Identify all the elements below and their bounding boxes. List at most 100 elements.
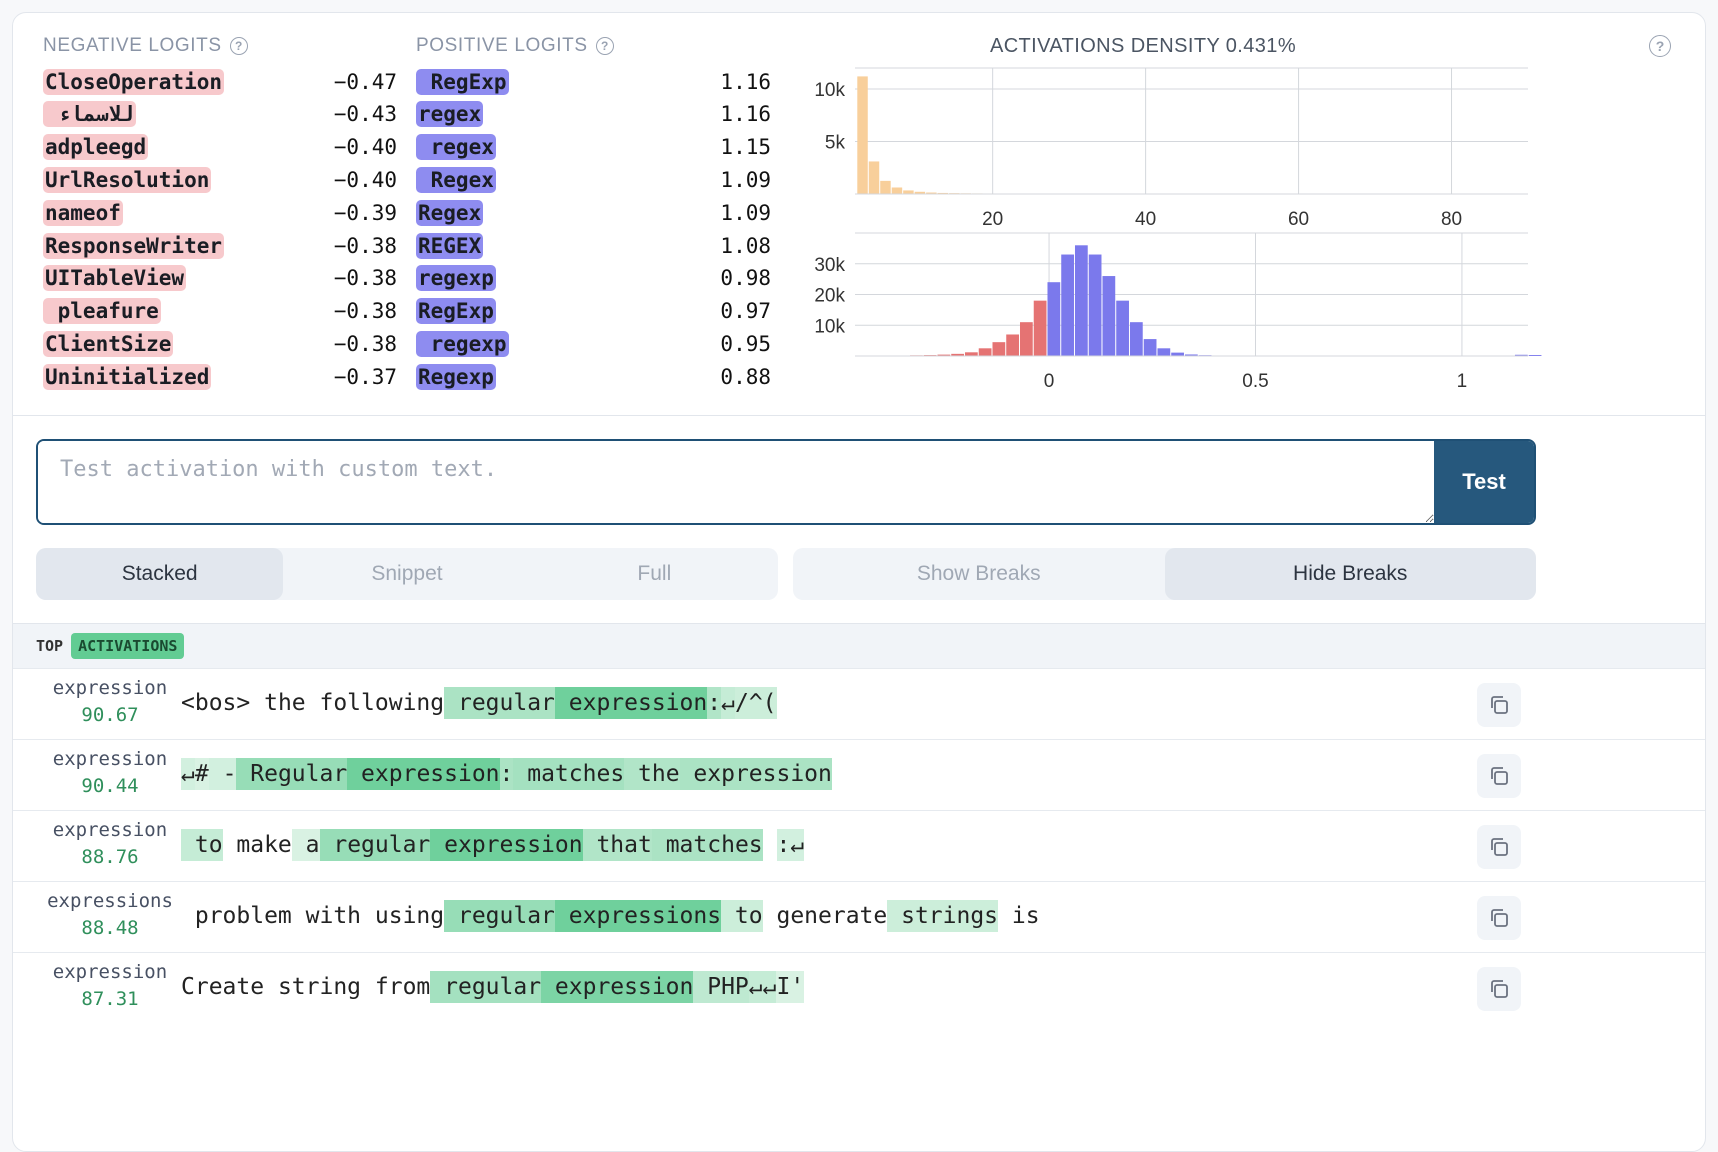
activation-value: 90.44 xyxy=(81,775,139,797)
snippet-token[interactable]: expression xyxy=(541,971,694,1003)
custom-text-input[interactable] xyxy=(38,441,1434,523)
snippet-token[interactable]: : xyxy=(707,687,722,719)
snippet-token[interactable]: : xyxy=(499,758,514,790)
logit-token: regexp xyxy=(416,330,509,357)
snippet-token[interactable]: I' xyxy=(776,971,805,1003)
snippet-token[interactable]: - xyxy=(208,758,237,790)
histogram-bar xyxy=(868,161,880,194)
snippet-token[interactable]: to xyxy=(721,900,763,932)
snippet-token[interactable]: is xyxy=(998,903,1040,929)
snippet-token[interactable]: with xyxy=(291,903,362,929)
snippet-token[interactable]: : xyxy=(776,829,791,861)
snippet-token[interactable]: expressions xyxy=(554,900,722,932)
snippet-token[interactable]: ↵ xyxy=(790,829,805,861)
activation-meta: expression 88.76 xyxy=(35,819,185,868)
copy-button[interactable] xyxy=(1477,754,1521,798)
snippet-token[interactable]: regular xyxy=(430,971,542,1003)
view-mode-stacked[interactable]: Stacked xyxy=(36,548,284,600)
activation-value: 88.76 xyxy=(81,846,139,868)
snippet-token[interactable] xyxy=(763,829,777,861)
help-icon[interactable]: ? xyxy=(229,37,248,55)
logit-token: REGEX xyxy=(416,232,484,259)
logit-value: 0.88 xyxy=(720,364,771,389)
histogram-bar xyxy=(937,192,949,194)
snippet-token[interactable]: ↵↵ xyxy=(748,971,777,1003)
snippet-token[interactable]: PHP xyxy=(693,971,749,1003)
activation-snippet: problem with using regular expressions t… xyxy=(181,900,1040,932)
snippet-token[interactable]: string xyxy=(264,974,362,1000)
copy-icon xyxy=(1491,838,1508,856)
snippet-token[interactable]: the xyxy=(624,758,680,790)
logit-row: regexp 0.95 xyxy=(416,327,771,360)
histogram-bar xyxy=(1006,334,1019,356)
snippet-token[interactable]: # xyxy=(194,758,209,790)
logit-row: Regex 1.09 xyxy=(416,163,771,196)
snippet-token[interactable]: following xyxy=(305,690,445,716)
snippet-token[interactable]: regular xyxy=(444,687,555,719)
snippet-token[interactable]: expression xyxy=(347,758,500,790)
view-mode-full[interactable]: Full xyxy=(637,562,672,585)
logit-token: regex xyxy=(416,101,484,128)
logit-row: REGEX 1.08 xyxy=(416,229,771,262)
snippet-token[interactable]: from xyxy=(361,974,431,1000)
snippet-token[interactable]: generate xyxy=(762,903,888,929)
logit-value: 1.09 xyxy=(720,200,771,225)
activation-row: expression 90.44 ↵ # - Regular expression: … xyxy=(13,739,1705,810)
logit-token: RegExp xyxy=(416,298,496,325)
snippet-token[interactable]: expression xyxy=(554,687,708,719)
copy-button[interactable] xyxy=(1477,825,1521,869)
snippet-token[interactable]: matches xyxy=(651,829,763,861)
x-tick-label: 0 xyxy=(1044,371,1055,392)
logit-value: 1.16 xyxy=(720,102,771,127)
copy-button[interactable] xyxy=(1477,683,1521,727)
snippet-token[interactable]: the xyxy=(250,690,306,716)
snippet-token[interactable]: a xyxy=(291,829,320,861)
y-tick-label: 5k xyxy=(825,133,846,154)
snippet-token[interactable]: regular xyxy=(444,900,555,932)
snippet-token[interactable]: strings xyxy=(887,900,999,932)
snippet-token[interactable]: <bos> xyxy=(181,690,251,716)
snippet-token[interactable]: ↵ xyxy=(181,758,195,790)
activation-meta: expression 87.31 xyxy=(35,961,185,1010)
help-icon[interactable]: ? xyxy=(595,37,614,55)
snippet-token[interactable]: ^( xyxy=(748,687,777,719)
snippet-token[interactable]: problem xyxy=(181,903,292,929)
activation-token: expression xyxy=(52,961,168,983)
view-mode-snippet[interactable]: Snippet xyxy=(371,562,443,585)
show-breaks-option[interactable]: Show Breaks xyxy=(916,562,1041,585)
logit-token: Regex xyxy=(416,199,484,226)
snippet-token[interactable]: using xyxy=(361,903,445,929)
activation-meta: expressions 88.48 xyxy=(35,890,185,939)
positive-logits-title: POSITIVE LOGITS xyxy=(416,35,588,56)
snippet-token[interactable]: that xyxy=(582,829,652,861)
logit-row: adpleegd −0.40 xyxy=(43,131,397,164)
hide-breaks-option[interactable]: Hide Breaks xyxy=(1164,548,1536,600)
view-mode-toggle: Stacked Snippet Full xyxy=(36,548,778,600)
activation-snippet: Create string from regular expression PH… xyxy=(181,971,805,1003)
snippet-token[interactable]: Regular xyxy=(236,758,348,790)
help-icon[interactable]: ? xyxy=(1649,35,1671,57)
snippet-token[interactable]: expression xyxy=(430,829,583,861)
copy-icon xyxy=(1491,909,1508,927)
snippet-token[interactable]: regular xyxy=(319,829,431,861)
logit-row: nameof −0.39 xyxy=(43,196,397,229)
logit-row: RegExp 0.97 xyxy=(416,295,771,328)
snippet-token[interactable]: make xyxy=(222,832,292,858)
histogram-bar xyxy=(1102,276,1116,356)
logit-value: −0.37 xyxy=(333,364,397,389)
snippet-token[interactable]: ↵ xyxy=(721,687,735,719)
x-tick-label: 0.5 xyxy=(1242,371,1268,392)
snippet-token[interactable]: / xyxy=(734,687,749,719)
activation-density-histogram: 5k 10k 20 40 60 80 xyxy=(814,67,1528,230)
logit-row: Uninitialized −0.37 xyxy=(43,360,397,393)
copy-button[interactable] xyxy=(1477,967,1521,1011)
logit-row: RegExp 1.16 xyxy=(416,65,771,98)
snippet-token[interactable]: expression xyxy=(679,758,832,790)
snippet-token[interactable]: to xyxy=(181,829,223,861)
test-button[interactable]: Test xyxy=(1434,441,1534,523)
activation-row: expressions 88.48 problem with using regu… xyxy=(13,881,1705,952)
snippet-token[interactable]: Create xyxy=(181,974,265,1000)
logit-value: −0.40 xyxy=(333,167,397,192)
copy-button[interactable] xyxy=(1477,896,1521,940)
snippet-token[interactable]: matches xyxy=(513,758,625,790)
